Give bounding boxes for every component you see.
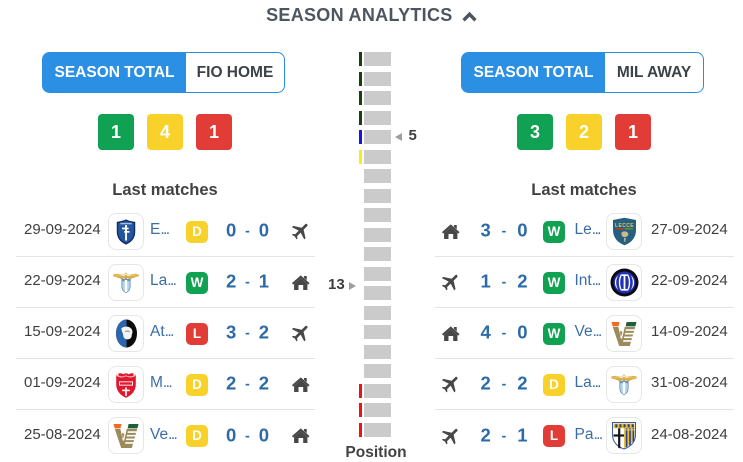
svg-text:LECCE: LECCE [615,223,634,229]
